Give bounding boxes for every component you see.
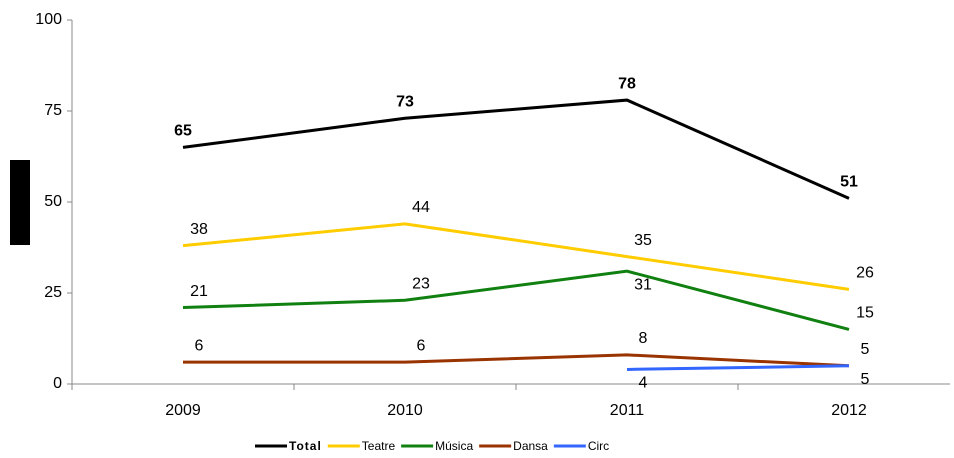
x-tick-label: 2009 <box>165 402 201 419</box>
data-label: 21 <box>190 283 208 300</box>
data-label: 23 <box>412 275 430 292</box>
data-label: 44 <box>412 199 430 216</box>
data-label: 8 <box>639 330 648 347</box>
y-tick-label: 50 <box>44 193 62 210</box>
legend-label: Música <box>435 439 473 453</box>
data-label: 51 <box>840 174 858 191</box>
x-tick-label: 2012 <box>831 402 867 419</box>
legend-label: Circ <box>588 439 609 453</box>
data-label: 65 <box>174 123 192 140</box>
series-line <box>182 269 850 331</box>
legend-label: Dansa <box>513 439 548 453</box>
data-label: 6 <box>417 337 426 354</box>
series-line <box>183 353 850 368</box>
legend-label: Total <box>289 439 322 453</box>
data-label: 6 <box>195 337 204 354</box>
x-tick-label: 2011 <box>610 402 645 419</box>
y-tick-label: 0 <box>53 375 62 392</box>
series-line <box>626 364 850 371</box>
legend: Total Teatre Música Dansa Circ <box>255 439 609 453</box>
data-label: 15 <box>856 305 874 322</box>
series-line <box>182 222 850 291</box>
data-label: 73 <box>396 93 414 110</box>
data-label: 5 <box>861 341 870 358</box>
redacted-axis-label <box>10 160 30 245</box>
data-label: 31 <box>634 276 652 293</box>
data-label: 78 <box>618 75 636 92</box>
data-label: 26 <box>856 265 874 282</box>
y-tick-label: 25 <box>44 284 62 301</box>
x-tick-label: 2010 <box>387 402 423 419</box>
series-line <box>182 98 850 200</box>
data-label: 5 <box>861 371 870 388</box>
data-label: 38 <box>190 221 208 238</box>
data-label: 4 <box>639 375 648 392</box>
data-label: 35 <box>634 232 652 249</box>
y-tick-label: 100 <box>35 11 62 28</box>
legend-label: Teatre <box>362 439 396 453</box>
y-tick-label: 75 <box>44 102 62 119</box>
